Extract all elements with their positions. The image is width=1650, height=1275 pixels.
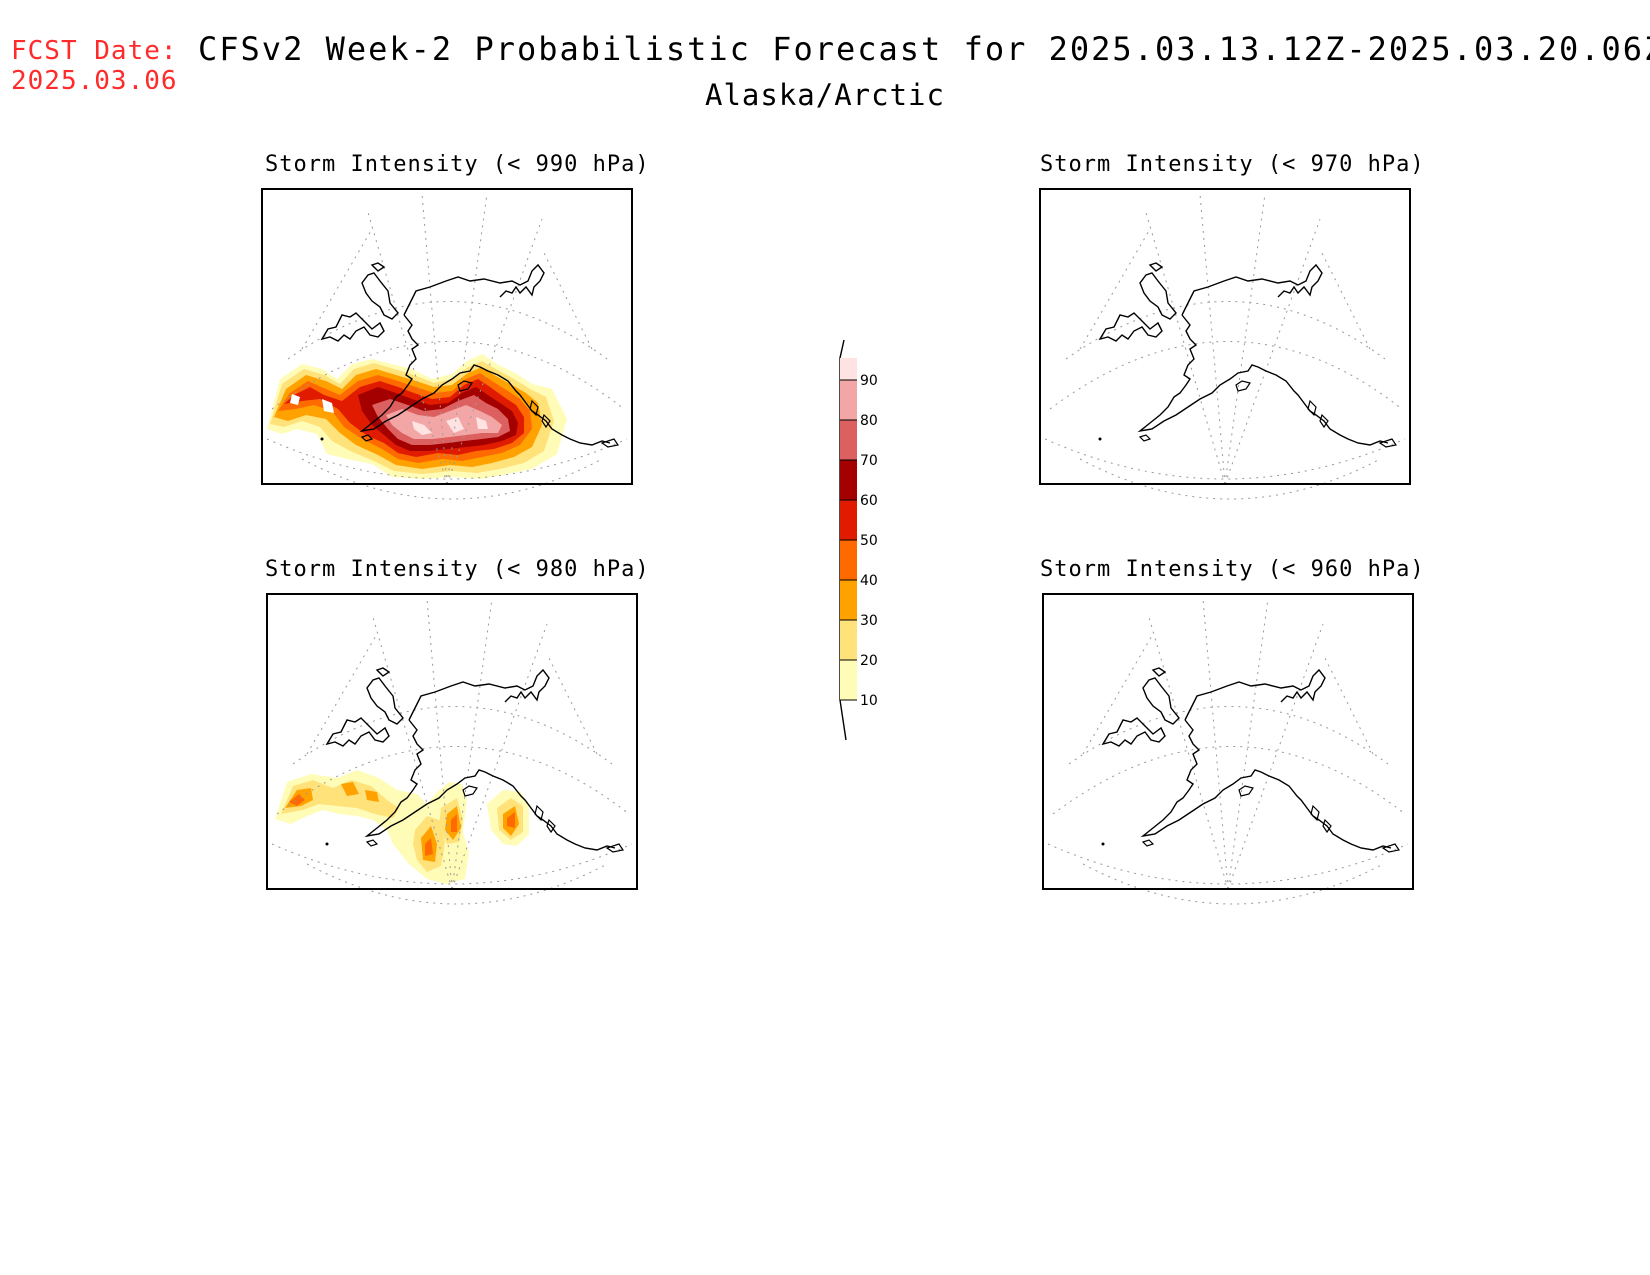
panel-title-980: Storm Intensity (< 980 hPa) <box>265 557 650 582</box>
panel-title-970: Storm Intensity (< 970 hPa) <box>1040 152 1425 177</box>
colorbar-swatch <box>840 580 857 620</box>
colorbar-tick-label: 40 <box>860 573 878 589</box>
colorbar-labels: 10 20 30 40 50 60 70 80 90 <box>840 373 878 709</box>
colorbar-tick-label: 30 <box>860 613 878 629</box>
panel-title-960: Storm Intensity (< 960 hPa) <box>1040 557 1425 582</box>
colorbar-swatch <box>840 620 857 660</box>
colorbar-swatch <box>840 540 857 580</box>
probability-shading-990 <box>267 354 567 479</box>
colorbar-swatch <box>840 420 857 460</box>
map-panel-990 <box>261 188 633 500</box>
colorbar-swatch <box>840 660 857 700</box>
fcst-label: FCST Date: <box>11 36 178 66</box>
colorbar: 10 20 30 40 50 60 70 80 90 <box>839 339 878 741</box>
title-text: CFSv2 Week-2 Probabilistic Forecast for … <box>198 30 1650 68</box>
colorbar-tick-label: 70 <box>860 453 878 469</box>
colorbar-tick-label: 80 <box>860 413 878 429</box>
colorbar-swatch <box>840 460 857 500</box>
colorbar-swatch <box>840 500 857 540</box>
colorbar-tick-label: 90 <box>860 373 878 389</box>
forecast-date-label: FCST Date: 2025.03.06 <box>11 36 178 96</box>
colorbar-tick-label: 20 <box>860 653 878 669</box>
map-panel-980 <box>266 593 638 905</box>
fcst-date: 2025.03.06 <box>11 66 178 96</box>
map-panel-970 <box>1039 188 1411 500</box>
region-subtitle: Alaska/Arctic <box>705 78 945 112</box>
colorbar-tick-label: 50 <box>860 533 878 549</box>
colorbar-swatch <box>840 358 857 380</box>
map-panel-960 <box>1042 593 1414 905</box>
colorbar-swatch <box>840 380 857 420</box>
colorbar-swatches <box>840 358 857 700</box>
colorbar-tick-label: 60 <box>860 493 878 509</box>
panel-title-990: Storm Intensity (< 990 hPa) <box>265 152 650 177</box>
probability-shading-980 <box>275 770 529 884</box>
colorbar-tick-label: 10 <box>860 693 878 709</box>
